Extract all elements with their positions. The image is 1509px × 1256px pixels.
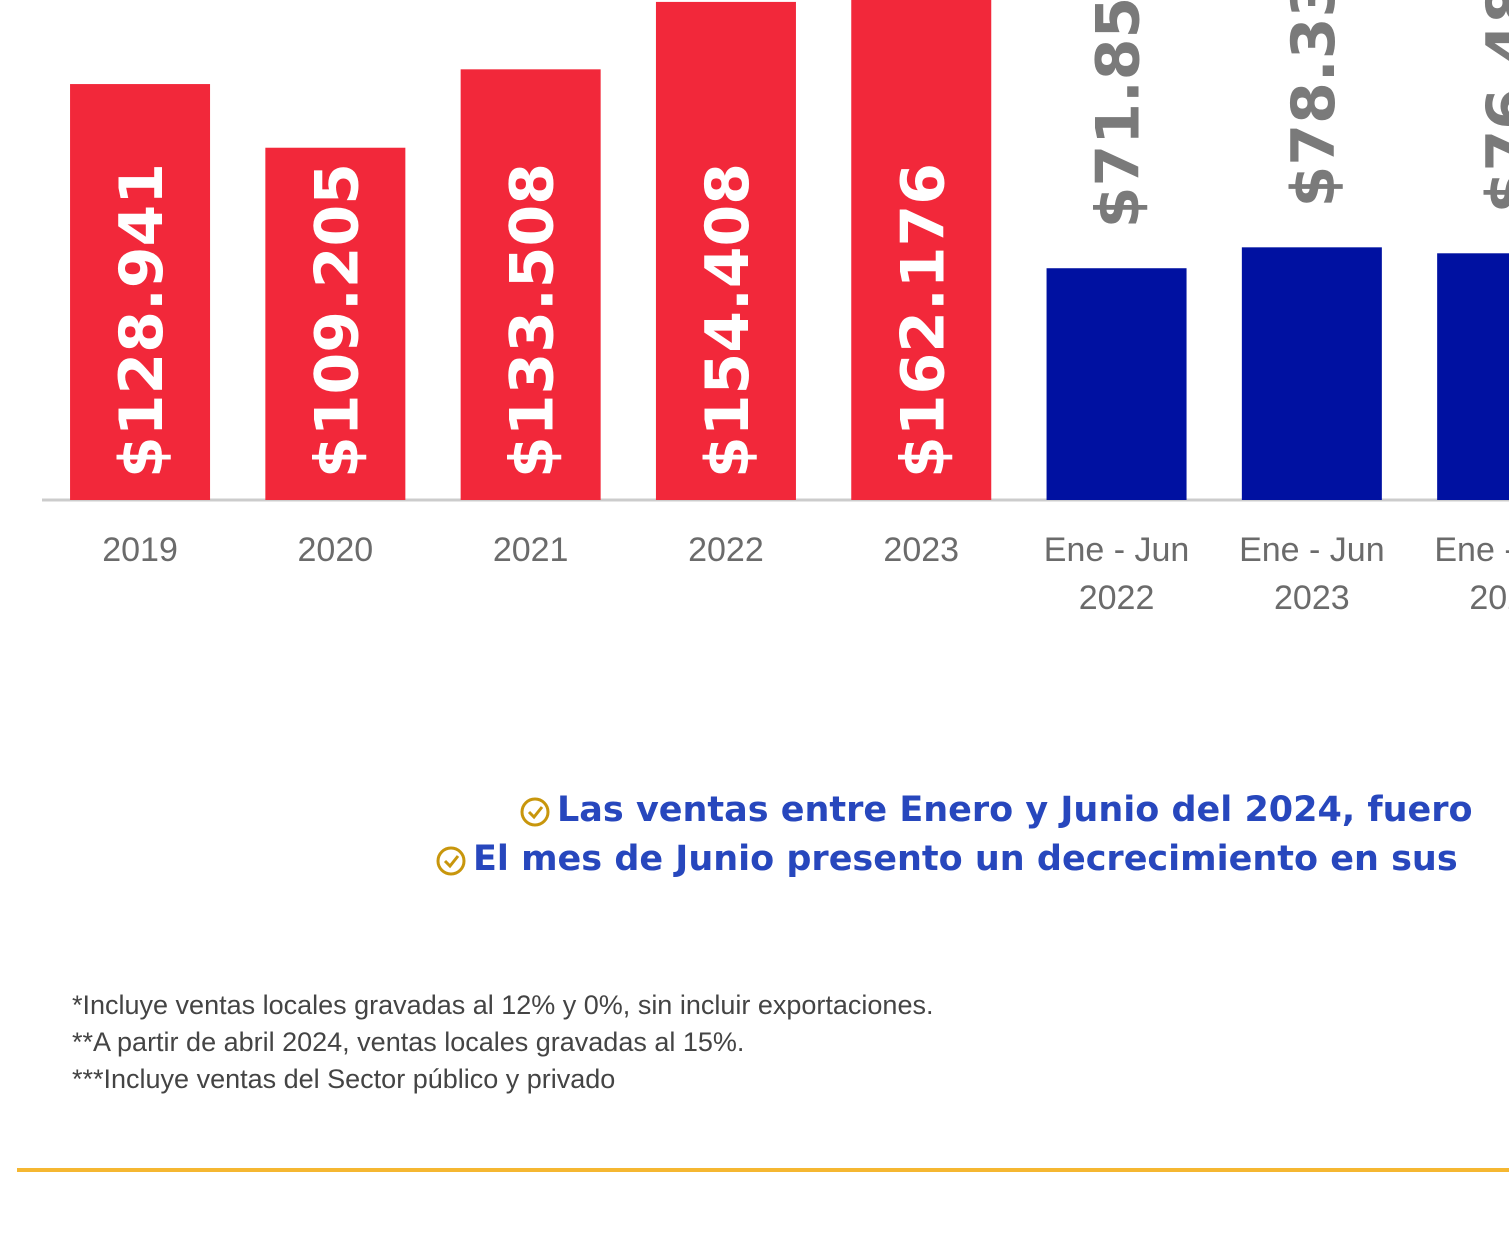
bullet-text: El mes de Junio presento un decrecimient…: [473, 839, 1458, 879]
check-icon: [520, 797, 550, 827]
footnote: **A partir de abril 2024, ventas locales…: [72, 1027, 745, 1057]
x-tick-label: 2021: [492, 531, 569, 569]
bar: [265, 147, 406, 500]
x-tick-label: 2023: [883, 531, 960, 569]
x-tick-label: 2022: [688, 531, 764, 569]
bar: [1046, 268, 1187, 500]
x-tick-label: 2020: [297, 531, 374, 569]
bar: [1241, 247, 1382, 500]
x-tick-label: 2019: [102, 531, 178, 569]
data-label: $133.508: [498, 163, 568, 478]
bar: [70, 84, 211, 501]
bar: [1437, 253, 1509, 500]
bar: [655, 1, 796, 501]
footnote: *Incluye ventas locales gravadas al 12% …: [72, 990, 934, 1020]
data-label: $162.176: [888, 163, 958, 478]
data-label: $76.48: [1474, 0, 1509, 213]
data-label: $128.941: [107, 163, 177, 478]
data-label: $78.33: [1279, 0, 1349, 207]
bullet-text: Las ventas entre Enero y Junio del 2024,…: [557, 790, 1473, 830]
x-tick-label: Ene - Jun 2024: [1434, 531, 1509, 617]
bar: [460, 69, 601, 500]
data-label: $154.408: [693, 163, 763, 478]
bar: [851, 0, 992, 500]
x-tick-label: Ene - Jun 2022: [1043, 531, 1190, 617]
x-tick-label: Ene - Jun 2023: [1239, 531, 1385, 617]
footnote: ***Incluye ventas del Sector público y p…: [72, 1064, 616, 1094]
data-label: $109.205: [302, 163, 372, 478]
check-icon: [436, 846, 466, 876]
data-label: $71.85: [1084, 0, 1154, 228]
